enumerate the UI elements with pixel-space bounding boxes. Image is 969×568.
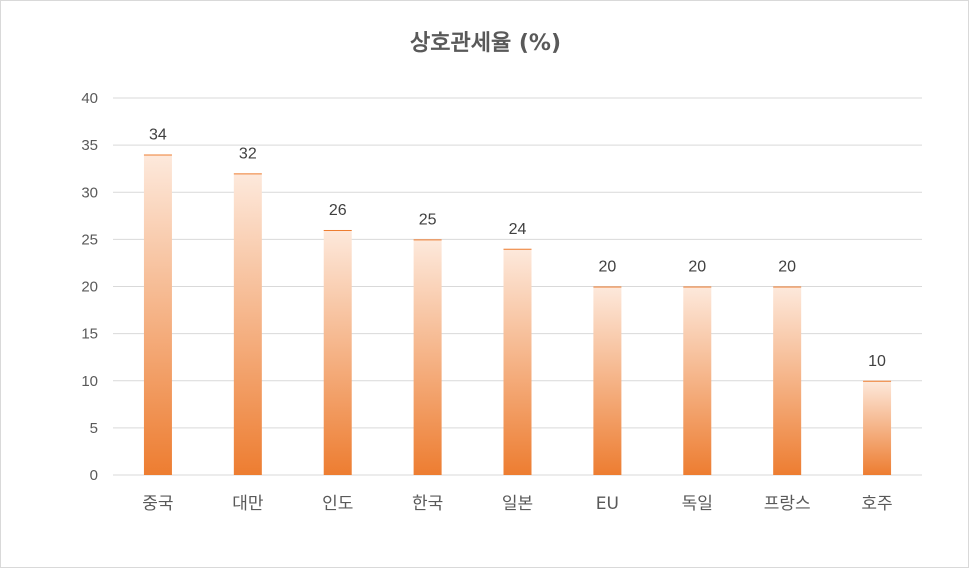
x-tick-label: 중국 [142, 494, 173, 514]
data-label: 25 [419, 211, 437, 228]
x-tick-label: 일본 [502, 494, 533, 514]
bars [143, 154, 892, 476]
bar [233, 173, 262, 475]
data-labels: 34 32 26 25 24 20 20 20 10 [149, 127, 886, 370]
bar [773, 286, 802, 475]
chart-title: 상호관세율 (%) [409, 31, 561, 56]
data-label: 34 [149, 127, 167, 144]
data-label: 20 [598, 259, 616, 276]
x-tick-label: EU [596, 494, 619, 514]
y-tick-label: 15 [81, 326, 98, 343]
bar [863, 380, 892, 475]
bar [503, 248, 532, 475]
y-tick-label: 35 [81, 137, 98, 154]
data-label: 24 [509, 221, 527, 238]
data-label: 26 [329, 202, 347, 219]
bar [323, 229, 352, 475]
y-tick-label: 40 [81, 90, 98, 107]
y-axis: 0 5 10 15 20 25 30 35 40 [81, 90, 98, 484]
data-label: 10 [868, 353, 886, 370]
y-tick-label: 0 [90, 467, 98, 484]
bar [413, 239, 442, 475]
x-axis: 중국 대만 인도 한국 일본 EU 독일 프랑스 호주 [142, 494, 892, 514]
bar [593, 286, 622, 475]
y-tick-label: 25 [81, 231, 98, 248]
x-tick-label: 한국 [412, 494, 443, 514]
x-tick-label: 호주 [861, 494, 892, 514]
data-label: 32 [239, 145, 257, 162]
y-tick-label: 10 [81, 373, 98, 390]
x-tick-label: 인도 [322, 494, 353, 514]
y-tick-label: 20 [81, 279, 98, 296]
x-tick-label: 독일 [682, 494, 713, 514]
bar [683, 286, 712, 475]
y-tick-label: 5 [90, 420, 98, 437]
x-tick-label: 프랑스 [764, 494, 811, 514]
data-label: 20 [688, 259, 706, 276]
data-label: 20 [778, 259, 796, 276]
bar [143, 154, 172, 476]
y-tick-label: 30 [81, 184, 98, 201]
x-tick-label: 대만 [232, 494, 264, 514]
